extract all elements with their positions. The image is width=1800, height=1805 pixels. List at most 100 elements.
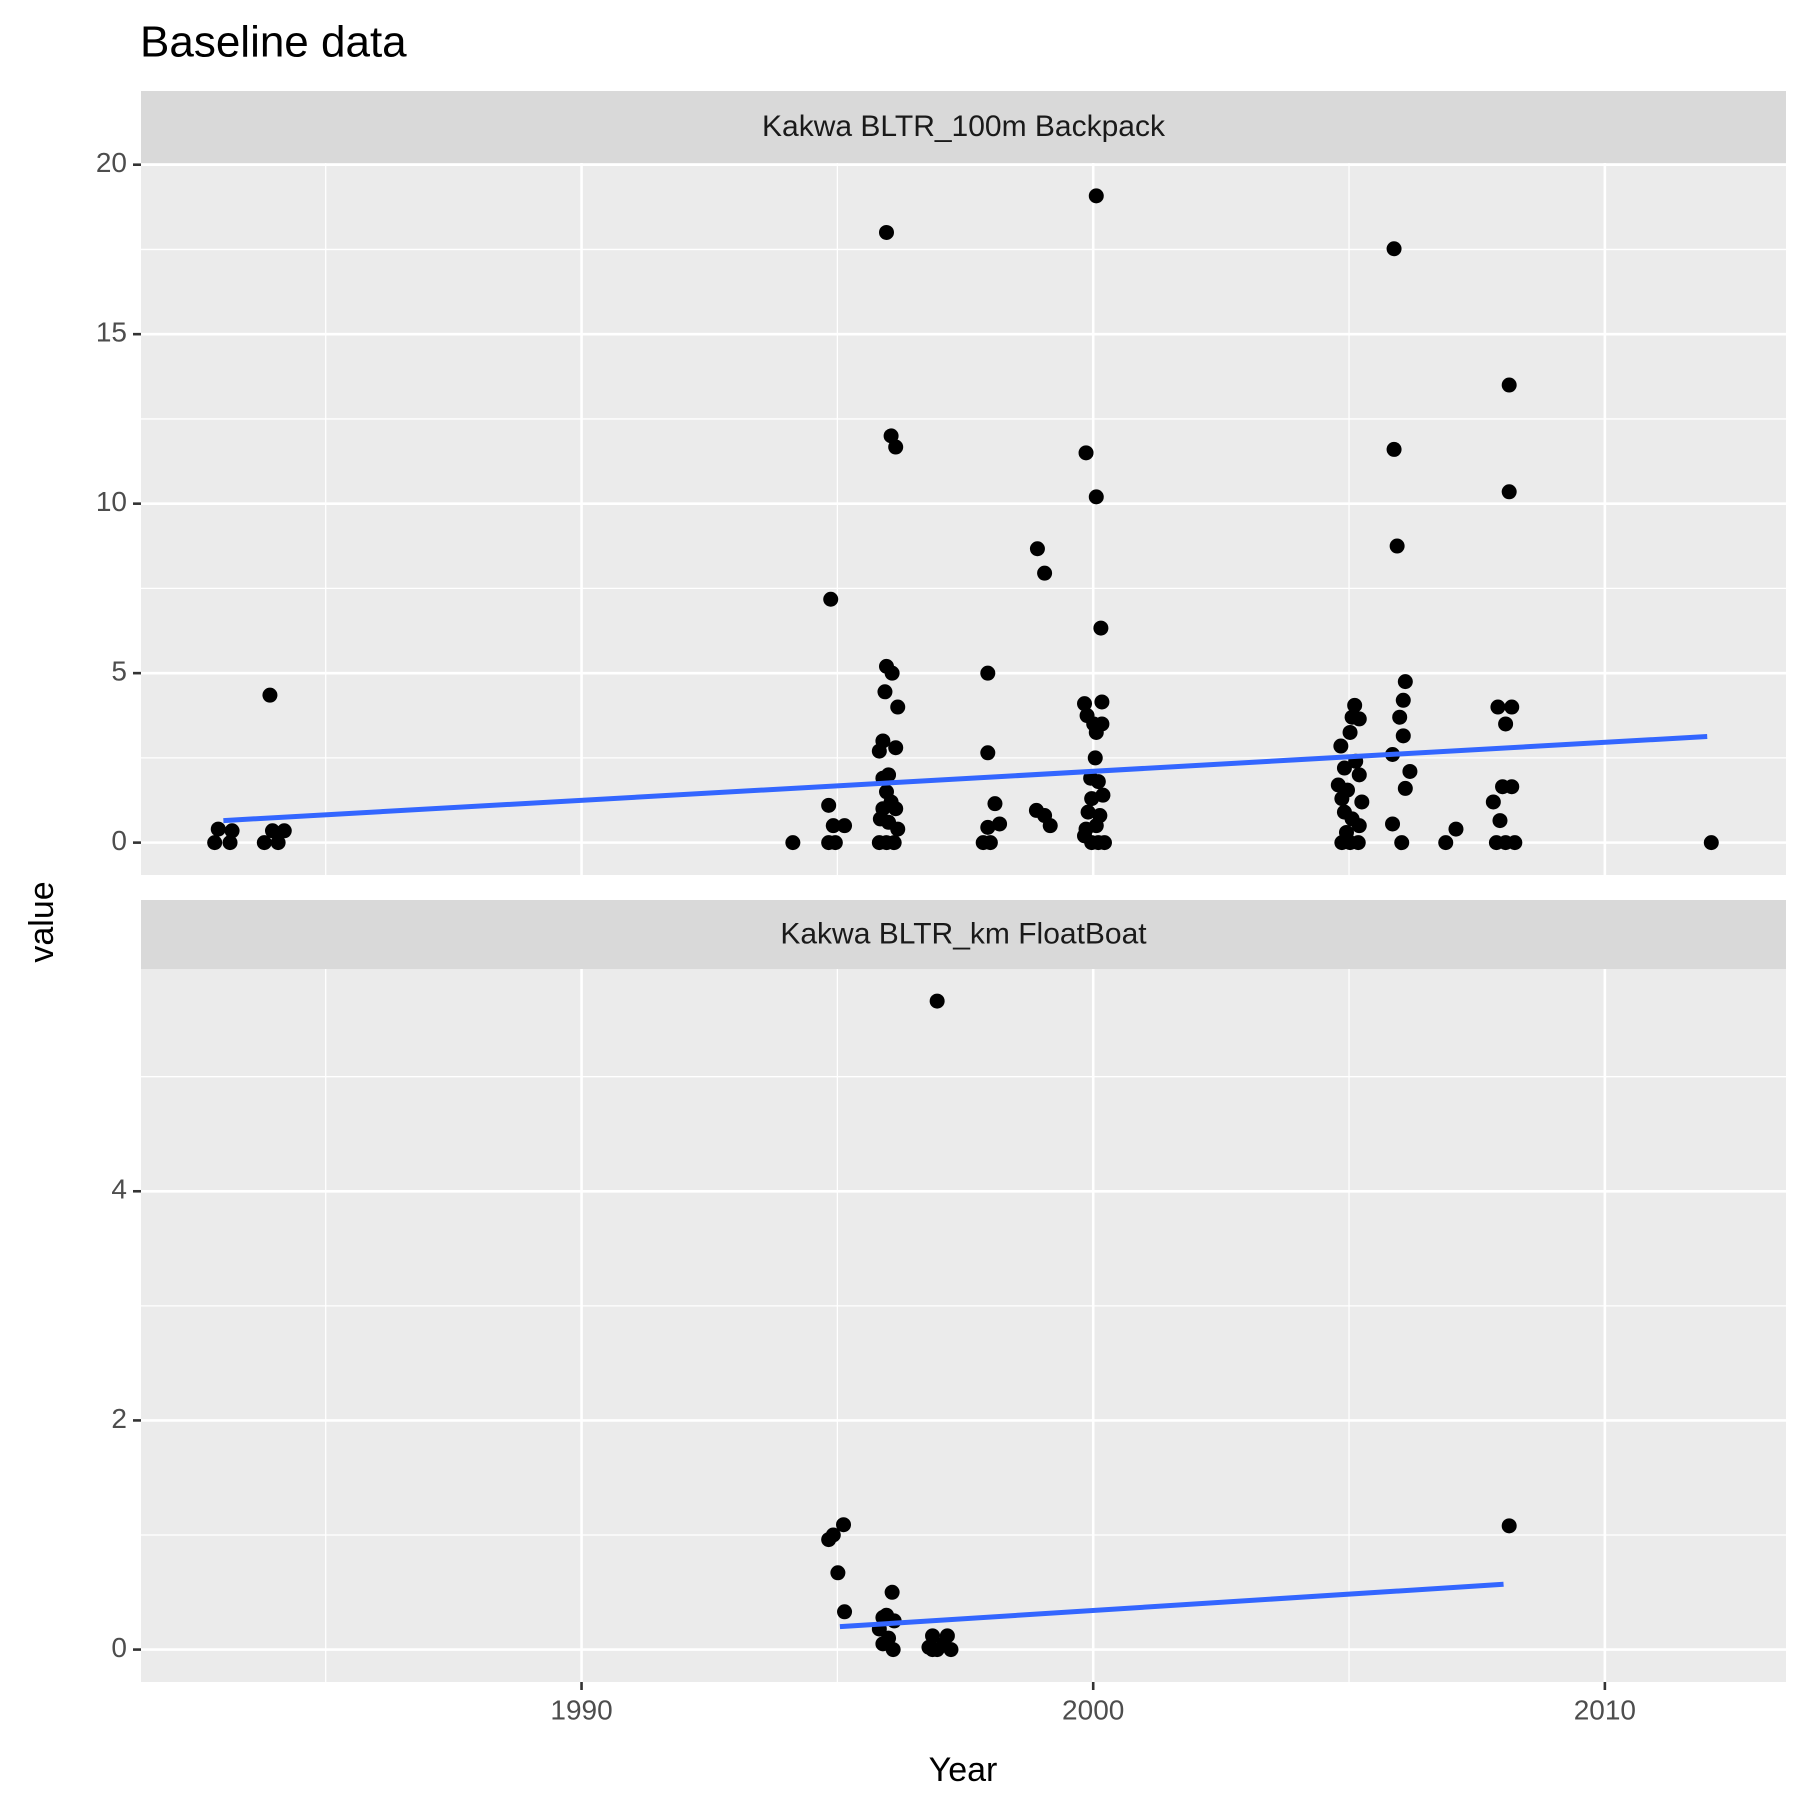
point [1088,724,1104,740]
point [939,1628,955,1644]
point [1389,538,1405,554]
point [224,823,240,839]
point [943,1642,959,1658]
point [1395,692,1411,708]
point [1351,767,1367,783]
point [884,665,900,681]
point [885,1642,901,1658]
point [210,821,226,837]
point [256,835,272,851]
strip [141,91,1786,163]
y-tick-label: 15 [96,317,127,348]
point [980,819,996,835]
point [1042,818,1058,834]
point [1354,794,1370,810]
point [785,835,801,851]
point [1037,565,1053,581]
point [992,816,1008,832]
point [1094,694,1110,710]
y-tick-label: 2 [111,1403,127,1434]
point [1347,697,1363,713]
point [888,439,904,455]
point [1342,724,1358,740]
point [890,821,906,837]
point [270,835,286,851]
point [1498,716,1514,732]
y-tick-label: 5 [111,656,127,687]
trend-line [223,734,1708,824]
point [821,797,837,813]
point [1088,818,1104,834]
point [980,665,996,681]
point [264,823,280,839]
point [1397,780,1413,796]
point [982,835,998,851]
point [925,1642,941,1658]
point [1501,377,1517,393]
point [878,224,894,240]
point [1088,489,1104,505]
point [890,699,906,715]
point [1090,774,1106,790]
point [1386,241,1402,257]
point [1095,787,1111,803]
strip-label: Kakwa BLTR_100m Backpack [762,110,1166,143]
x-axis-label: Year [929,1751,998,1789]
x-tick-label: 1990 [550,1694,612,1725]
point [925,1628,941,1644]
y-tick-label: 0 [111,825,127,856]
point [1438,835,1454,851]
point [1078,445,1094,461]
chart-title: Baseline data [140,18,407,67]
strip-label: Kakwa BLTR_km FloatBoat [780,917,1147,950]
point [1351,818,1367,834]
point [207,835,223,851]
point [1336,760,1352,776]
point [886,835,902,851]
point [1096,835,1112,851]
point [1485,794,1501,810]
point [1504,699,1520,715]
point [1490,699,1506,715]
x-tick-label: 2000 [1062,1694,1124,1725]
point [1333,738,1349,754]
panel [141,969,1786,1682]
point [888,801,904,817]
point [877,684,893,700]
point [1029,541,1045,557]
point [1087,750,1103,766]
y-tick-label: 20 [96,147,127,178]
point [262,687,278,703]
point [987,796,1003,812]
point [836,1517,852,1533]
trend-line [839,1581,1504,1630]
point [1394,835,1410,851]
y-axis-label: value [23,881,61,962]
point [222,835,238,851]
y-tick-label: 4 [111,1174,127,1205]
point [1501,484,1517,500]
point [1351,711,1367,727]
point [929,993,945,1009]
point [825,818,841,834]
point [1402,763,1418,779]
point [1501,1518,1517,1534]
point [1350,835,1366,851]
point [1088,188,1104,204]
point [1385,816,1401,832]
point [871,743,887,759]
strip [141,900,1786,969]
point [825,1527,841,1543]
point [1492,813,1508,829]
panel [141,163,1786,875]
point [1397,674,1413,690]
point [1077,696,1093,712]
point [1386,441,1402,457]
point [1703,835,1719,851]
point [1084,791,1100,807]
point [1080,804,1096,820]
point [1504,779,1520,795]
point [1093,620,1109,636]
point [830,1565,846,1581]
